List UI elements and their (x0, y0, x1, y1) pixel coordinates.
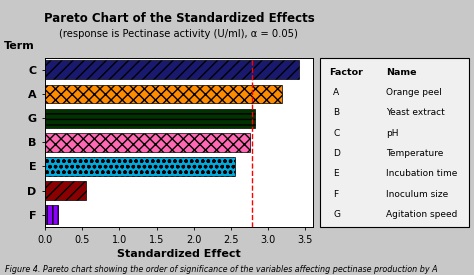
Text: Orange peel: Orange peel (386, 88, 441, 97)
Bar (45, 205, 58, 224)
Text: Temperature: Temperature (386, 149, 443, 158)
Text: Figure 4. Pareto chart showing the order of significance of the variables affect: Figure 4. Pareto chart showing the order… (5, 265, 438, 274)
Text: Term: Term (3, 41, 34, 51)
Text: Yeast extract: Yeast extract (386, 108, 445, 117)
Text: C: C (333, 129, 340, 138)
Bar (45, 60, 300, 79)
Text: E: E (333, 169, 339, 178)
Text: G: G (333, 210, 340, 219)
Text: Inoculum size: Inoculum size (386, 190, 448, 199)
Text: Factor: Factor (329, 68, 363, 76)
X-axis label: Standardized Effect: Standardized Effect (117, 249, 241, 259)
Text: Name: Name (386, 68, 416, 76)
Bar (45, 85, 282, 103)
Text: (response is Pectinase activity (U/ml), α = 0.05): (response is Pectinase activity (U/ml), … (60, 29, 298, 39)
Bar (45, 181, 86, 200)
Text: D: D (333, 149, 340, 158)
Bar (45, 109, 255, 128)
Bar (45, 157, 235, 176)
Bar (45, 133, 250, 152)
Text: Agitation speed: Agitation speed (386, 210, 457, 219)
Text: Incubation time: Incubation time (386, 169, 457, 178)
Text: F: F (333, 190, 338, 199)
Text: pH: pH (386, 129, 398, 138)
Text: Pareto Chart of the Standardized Effects: Pareto Chart of the Standardized Effects (44, 12, 314, 25)
Text: A: A (333, 88, 339, 97)
Text: B: B (333, 108, 339, 117)
